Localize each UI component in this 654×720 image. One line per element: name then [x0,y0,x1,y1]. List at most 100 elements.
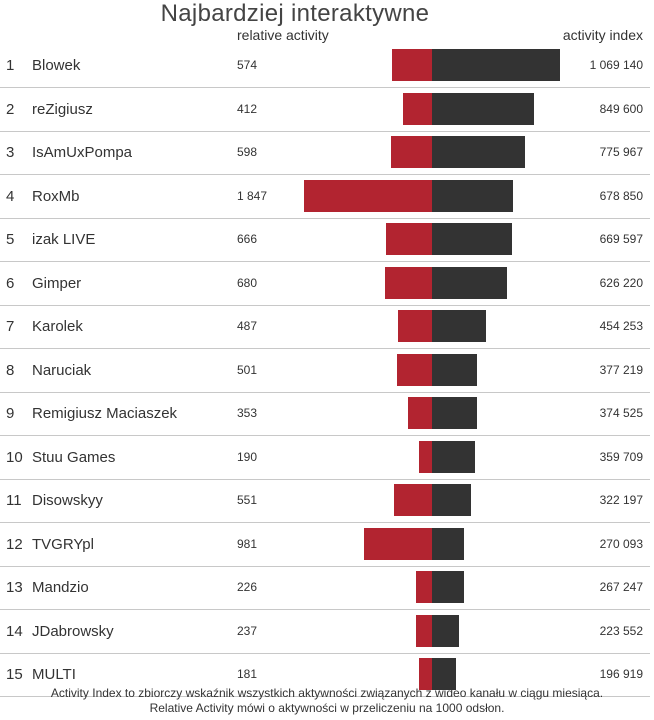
activity-index-bar [432,614,459,647]
relative-activity-value: 226 [237,580,258,594]
channel-name: IsAmUxPompa [32,144,133,161]
table-row: 4 RoxMb 1 847 678 850 [0,175,650,219]
activity-index-bar [432,658,456,690]
relative-activity-bar [416,571,432,603]
rank-label: 11 [6,492,22,509]
rank-label: 6 [6,274,15,292]
rank-label: 7 [6,318,15,335]
relative-activity-bar [397,353,432,386]
relative-activity-bar [415,614,432,647]
rank-label: 13 [6,579,23,596]
activity-index-value: 377 219 [599,362,643,377]
activity-index-bar [432,571,464,603]
footnote-line-2: Relative Activity mówi o aktywności w pr… [149,701,505,715]
activity-index-bar [432,310,487,342]
activity-index-bar [432,527,465,560]
relative-activity-value: 574 [237,58,258,72]
relative-activity-value: 981 [237,536,258,551]
footnote: Activity Index to zbiorczy wskaźnik wszy… [0,686,654,716]
relative-activity-bar [390,136,432,168]
table-row: 10 Stuu Games 190 359 709 [0,436,650,480]
relative-activity-bar [419,658,432,690]
activity-index-value: 359 709 [599,449,643,464]
relative-activity-bar [403,92,432,125]
channel-name: Remigiusz Maciaszek [32,405,178,422]
table-row: 3 IsAmUxPompa 598 775 967 [0,131,650,175]
rank-label: 10 [6,448,23,466]
activity-index-bar [432,484,471,516]
table-row: 2 reZigiusz 412 849 600 [0,88,650,132]
activity-index-bar [432,353,478,386]
relative-activity-header: relative activity [237,27,329,43]
activity-index-value: 626 220 [599,275,643,290]
rank-label: 5 [6,231,15,248]
activity-index-value: 270 093 [599,536,643,551]
rank-label: 9 [6,405,15,422]
relative-activity-value: 1 847 [237,188,268,203]
table-row: 8 Naruciak 501 377 219 [0,349,650,393]
activity-index-bar [432,136,525,168]
relative-activity-bar [392,49,432,81]
table-row: 7 Karolek 487 454 253 [0,305,650,349]
relative-activity-bar [384,266,432,299]
channel-name: Blowek [32,57,81,74]
channel-name: TVGRYpl [32,535,94,553]
relative-activity-value: 181 [237,667,258,681]
activity-index-bar [432,49,560,81]
relative-activity-bar [393,484,432,516]
table-row: 9 Remigiusz Maciaszek 353 374 525 [0,392,650,436]
channel-name: Gimper [32,274,82,292]
channel-name: Stuu Games [32,448,116,466]
relative-activity-value: 680 [237,275,258,290]
activity-index-bar [432,440,476,473]
relative-activity-value: 666 [237,232,258,246]
activity-index-value: 678 850 [599,188,643,203]
channel-name: izak LIVE [32,231,96,248]
activity-index-value: 849 600 [599,101,643,116]
activity-index-bar [432,266,507,299]
table-row: 14 JDabrowsky 237 223 552 [0,610,650,654]
relative-activity-value: 551 [237,493,258,507]
rank-label: 15 [6,666,23,683]
relative-activity-value: 353 [237,406,258,420]
activity-index-value: 669 597 [599,232,643,246]
table-row: 6 Gimper 680 626 220 [0,262,650,306]
channel-name: Mandzio [32,579,89,596]
activity-index-value: 775 967 [599,145,643,159]
rank-label: 2 [6,100,15,118]
activity-index-bar [432,92,534,125]
relative-activity-bar [407,397,432,429]
rank-label: 4 [6,187,15,205]
relative-activity-bar [418,440,432,473]
rank-label: 8 [6,361,15,379]
activity-index-value: 267 247 [599,580,643,594]
relative-activity-value: 412 [237,101,258,116]
activity-index-value: 223 552 [599,623,643,638]
relative-activity-bar [364,527,432,560]
activity-index-value: 1 069 140 [589,58,643,72]
activity-index-bar [432,397,477,429]
relative-activity-bar [304,179,432,212]
activity-index-value: 374 525 [599,406,643,420]
activity-index-bar [432,223,513,255]
table-row: 12 TVGRYpl 981 270 093 [0,523,650,567]
rank-label: 3 [6,144,15,161]
rank-label: 1 [6,57,15,74]
rank-label: 14 [6,622,23,640]
chart-title: Najbardziej interaktywne [160,0,430,27]
table-row: 13 Mandzio 226 267 247 [0,566,650,610]
activity-index-bar [432,179,514,212]
activity-index-header: activity index [562,27,643,43]
relative-activity-value: 190 [237,449,258,464]
relative-activity-bar [398,310,432,342]
activity-index-value: 196 919 [599,667,643,681]
channel-name: MULTI [32,666,76,683]
channel-name: Disowskyy [32,492,103,509]
table-row: 1 Blowek 574 1 069 140 [0,44,650,88]
table-row: 15 MULTI 181 196 919 [0,653,650,697]
channel-name: Naruciak [32,361,92,379]
relative-activity-value: 501 [237,362,258,377]
activity-index-value: 322 197 [599,493,643,507]
footnote-line-1: Activity Index to zbiorczy wskaźnik wszy… [50,686,604,700]
channel-name: JDabrowsky [32,622,114,640]
